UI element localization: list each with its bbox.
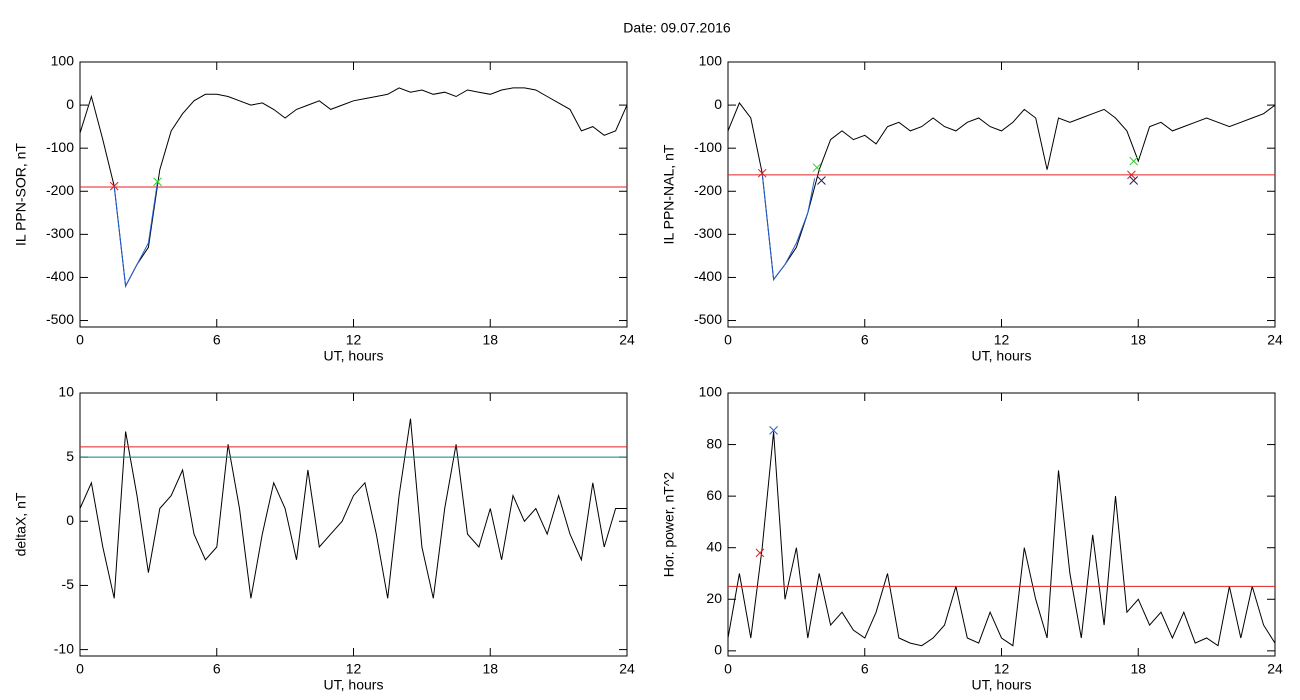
x-tick-label: 18 (1130, 661, 1146, 677)
x-tick-label: 24 (1267, 332, 1283, 348)
cross-marker (755, 548, 765, 558)
x-tick-label: 12 (994, 332, 1010, 348)
cross-marker (109, 181, 119, 191)
y-tick-label: 0 (66, 512, 74, 528)
x-tick-label: 24 (619, 661, 635, 677)
x-tick-label: 18 (482, 332, 498, 348)
y-tick-label: -100 (694, 139, 722, 155)
x-axis-label: UT, hours (324, 348, 384, 364)
cross-marker (757, 168, 767, 178)
page-title: Date: 09.07.2016 (623, 20, 731, 36)
cross-marker (812, 163, 822, 172)
x-tick-label: 0 (76, 332, 84, 348)
cross-marker (769, 426, 778, 435)
y-tick-label: 100 (699, 384, 723, 400)
x-tick-label: 0 (76, 661, 84, 677)
y-tick-label: 5 (66, 448, 74, 464)
y-tick-label: 40 (706, 538, 722, 554)
data-line (79, 418, 627, 599)
x-tick-label: 6 (213, 332, 221, 348)
x-tick-label: 0 (724, 661, 732, 677)
x-tick-label: 24 (619, 332, 635, 348)
y-tick-label: -300 (694, 225, 722, 241)
x-tick-label: 12 (346, 661, 362, 677)
y-tick-label: 0 (714, 642, 722, 658)
x-tick-label: 18 (1130, 332, 1146, 348)
y-axis-label: deltaX, nT (13, 492, 29, 556)
x-axis-label: UT, hours (324, 677, 384, 693)
y-tick-label: 100 (51, 53, 75, 69)
x-tick-label: 24 (1267, 661, 1283, 677)
x-tick-label: 0 (724, 332, 732, 348)
x-axis-label: UT, hours (972, 348, 1032, 364)
x-tick-label: 18 (482, 661, 498, 677)
data-line (79, 87, 628, 288)
cross-marker (1129, 156, 1139, 166)
y-tick-label: 20 (706, 590, 722, 606)
y-tick-label: 60 (706, 487, 722, 503)
data-line (113, 181, 158, 288)
cross-marker (1129, 176, 1139, 185)
y-tick-label: 0 (714, 96, 722, 112)
y-tick-label: -200 (46, 182, 74, 198)
y-tick-label: 100 (699, 53, 723, 69)
x-axis-label: UT, hours (972, 677, 1032, 693)
x-tick-label: 12 (994, 661, 1010, 677)
y-tick-label: 10 (58, 384, 74, 400)
data-line (727, 431, 1276, 647)
y-tick-label: -10 (54, 640, 74, 656)
cross-marker (1127, 170, 1136, 180)
y-tick-label: -500 (694, 311, 722, 327)
y-tick-label: 80 (706, 435, 722, 451)
y-tick-label: -300 (46, 225, 74, 241)
y-tick-label: -400 (46, 268, 74, 284)
x-tick-label: 6 (213, 661, 221, 677)
data-line (761, 173, 816, 281)
y-tick-label: -5 (62, 576, 75, 592)
y-tick-label: -100 (46, 139, 74, 155)
cross-marker (153, 177, 162, 187)
y-tick-label: 0 (66, 96, 74, 112)
y-tick-label: -400 (694, 268, 722, 284)
x-tick-label: 6 (861, 332, 869, 348)
x-tick-label: 12 (346, 332, 362, 348)
y-axis-label: Hor. power, nT^2 (661, 472, 677, 578)
cross-marker (817, 176, 826, 185)
y-axis-label: IL PPN-NAL, nT (661, 144, 677, 244)
x-tick-label: 6 (861, 661, 869, 677)
y-axis-label: IL PPN-SOR, nT (13, 143, 29, 246)
y-tick-label: -200 (694, 182, 722, 198)
y-tick-label: -500 (46, 311, 74, 327)
